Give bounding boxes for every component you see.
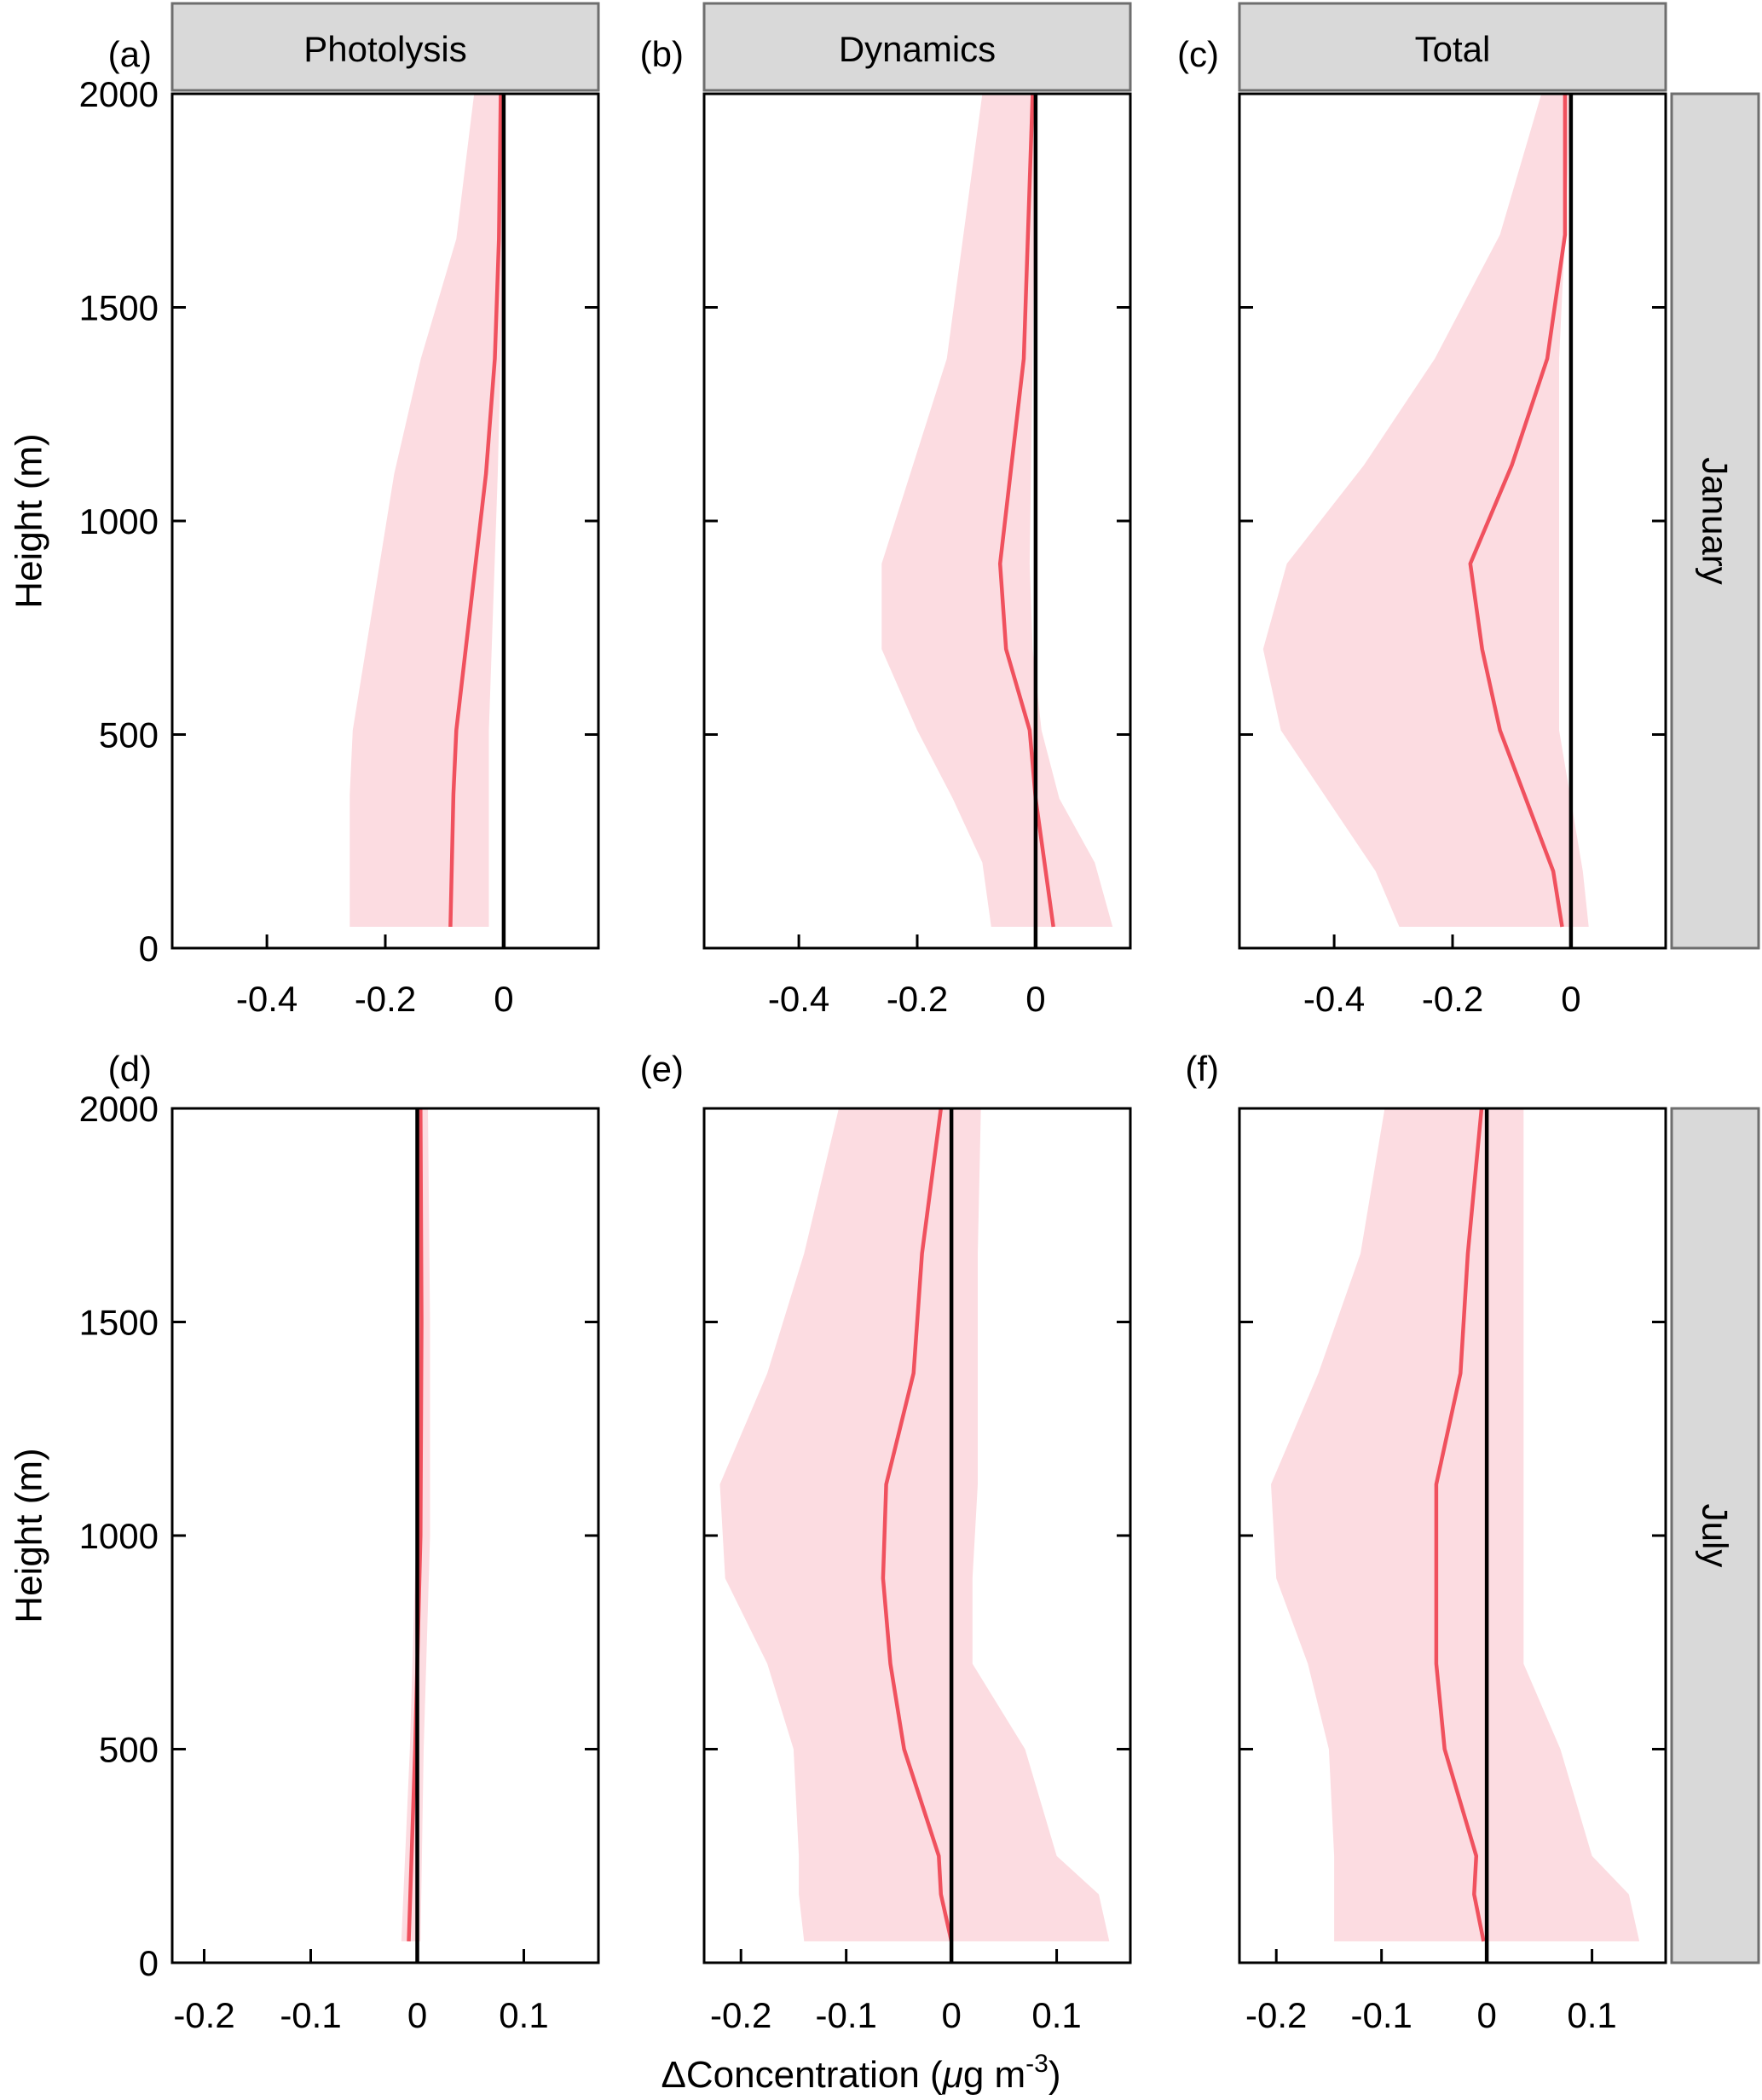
uncertainty-band [350, 94, 504, 927]
panel-letter: (e) [640, 1049, 684, 1089]
x-axis-title-part: ) [1049, 2054, 1061, 2096]
y-tick-label: 0 [139, 1943, 159, 1983]
x-tick-label: -0.4 [236, 979, 298, 1019]
y-tick-label: 1000 [79, 501, 159, 541]
row-header-label: January [1696, 457, 1736, 584]
x-tick-label: 0.1 [499, 1995, 548, 2035]
y-tick-label: 0 [139, 929, 159, 969]
panel-letter: (a) [108, 34, 152, 74]
column-header-strip [170, 2, 600, 92]
panel-letter: (c) [1177, 34, 1219, 74]
y-tick-label: 1000 [79, 1516, 159, 1556]
x-axis-title: ΔConcentration (μg m-3) [661, 2050, 1060, 2096]
y-tick-label: 1500 [79, 1303, 159, 1343]
x-tick-label: -0.4 [768, 979, 829, 1019]
column-header-label: Dynamics [839, 29, 996, 69]
x-tick-label: 0 [494, 979, 513, 1019]
x-tick-label: 0 [941, 1995, 961, 2035]
mean-profile-line [1434, 1108, 1486, 1942]
x-tick-label: -0.2 [710, 1995, 771, 2035]
x-axis-title-mu: μ [942, 2054, 963, 2096]
x-tick-label: -0.2 [1422, 979, 1483, 1019]
uncertainty-band [1262, 94, 1589, 927]
x-tick-label: -0.2 [173, 1995, 234, 2035]
x-tick-label: -0.2 [1245, 1995, 1307, 2035]
x-tick-label: 0 [1025, 979, 1045, 1019]
uncertainty-band [1271, 1108, 1640, 1941]
panel-letter: (b) [640, 34, 684, 74]
x-axis-title-part: g m [963, 2054, 1025, 2096]
x-tick-label: -0.2 [355, 979, 416, 1019]
panel-letter: (f) [1185, 1049, 1219, 1089]
x-tick-label: 0 [1561, 979, 1580, 1019]
column-header-strip [702, 2, 1132, 92]
uncertainty-band [719, 1108, 1110, 1941]
x-tick-label: -0.1 [280, 1995, 341, 2035]
mean-profile-line [1468, 94, 1568, 928]
row-header-label: July [1696, 1504, 1736, 1568]
y-tick-label: 1500 [79, 288, 159, 328]
mean-profile-line [881, 1108, 954, 1942]
y-tick-label: 2000 [79, 74, 159, 114]
column-header-strip [1238, 2, 1667, 92]
panel-frame [170, 1107, 600, 1964]
x-tick-label: 0.1 [1567, 1995, 1616, 2035]
y-axis-title: Height (m) [9, 433, 50, 608]
x-axis-title-part: ΔConcentration ( [661, 2054, 943, 2096]
y-axis-title: Height (m) [9, 1448, 50, 1623]
x-tick-label: -0.4 [1303, 979, 1365, 1019]
x-tick-label: -0.1 [815, 1995, 876, 2035]
x-tick-label: 0 [1476, 1995, 1496, 2035]
mean-profile-line [448, 93, 503, 928]
uncertainty-band [881, 94, 1113, 927]
y-tick-label: 500 [99, 715, 159, 755]
panel-letter: (d) [108, 1049, 152, 1089]
x-tick-label: 0.1 [1031, 1995, 1081, 2035]
row-header-strip [1670, 1107, 1760, 1964]
y-tick-label: 2000 [79, 1089, 159, 1129]
row-header-strip [1670, 92, 1760, 950]
x-axis-title-superscript: -3 [1025, 2050, 1049, 2078]
x-tick-label: -0.2 [887, 979, 948, 1019]
mean-profile-line [407, 1108, 424, 1941]
y-tick-label: 500 [99, 1730, 159, 1770]
x-tick-label: -0.1 [1350, 1995, 1412, 2035]
x-tick-label: 0 [407, 1995, 427, 2035]
mean-profile-line [997, 93, 1055, 928]
column-header-label: Photolysis [303, 29, 466, 69]
column-header-label: Total [1415, 29, 1491, 69]
